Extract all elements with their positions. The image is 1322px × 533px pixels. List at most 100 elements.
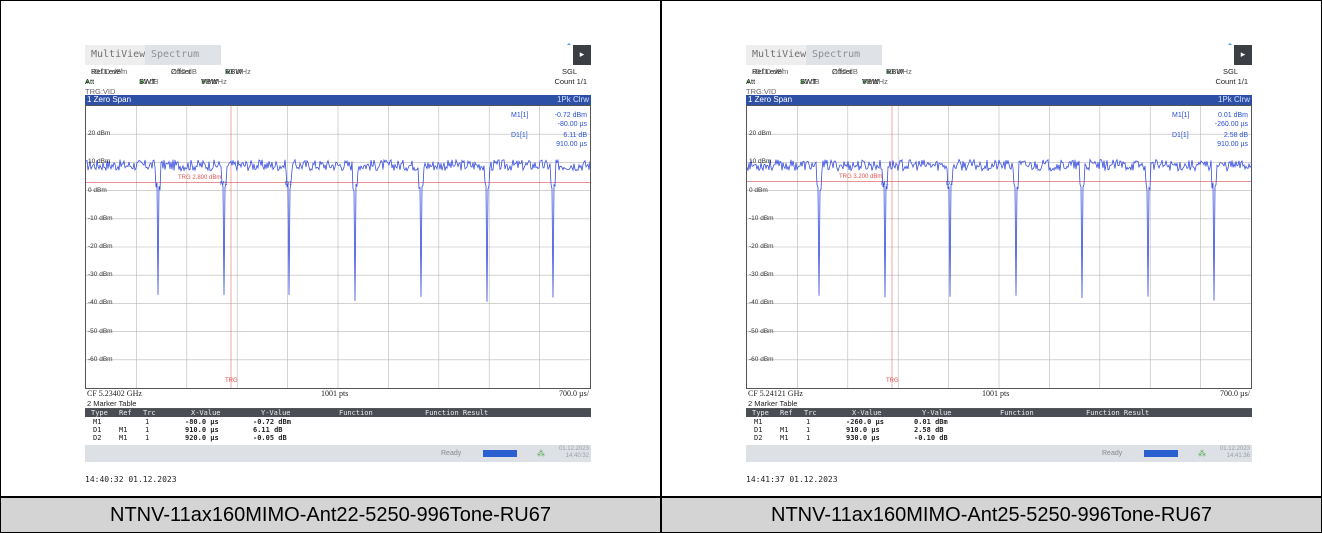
rbw-label: RBW xyxy=(225,67,243,76)
marker-table[interactable]: Type Ref Trc X-Value Y-Value Function Function… xyxy=(85,409,591,445)
y-tick-label: -20 dBm xyxy=(749,243,774,250)
swt-value: 7 ms xyxy=(201,77,218,86)
marker-table-column-header: Type xyxy=(91,409,108,417)
window-title-bar[interactable]: 1 Zero Span 1Pk Clrw xyxy=(85,95,591,105)
status-date: 01.12.2023 xyxy=(1219,446,1250,452)
window-title-bar[interactable]: 1 Zero Span 1Pk Clrw xyxy=(746,95,1252,105)
table-row[interactable]: D1 M1 1 910.0 µs 2.58 dB xyxy=(746,426,1252,434)
marker-table-column-header: Function Result xyxy=(425,409,489,417)
status-bar: Ready ⁂ 01.12.2023 14:41:36 xyxy=(746,445,1252,462)
marker-table-column-header: Y-Value xyxy=(922,409,952,417)
marker-table-column-header: Y-Value xyxy=(261,409,291,417)
att-coupled-dot-icon: ● xyxy=(85,77,90,86)
trace-mode: 1Pk Clrw xyxy=(1217,95,1250,104)
swt-dot-icon: ● xyxy=(800,77,805,86)
marker-table-column-header: X-Value xyxy=(191,409,221,417)
time-per-division: 700.0 µs/ xyxy=(559,389,589,398)
ref-level-value: 30.00 dBm xyxy=(752,67,789,76)
progress-indicator xyxy=(1144,450,1178,457)
att-value: 30 dB xyxy=(800,77,820,86)
y-tick-label: -10 dBm xyxy=(749,214,774,222)
caption-right: NTNV-11ax160MIMO-Ant25-5250-996Tone-RU67 xyxy=(661,497,1322,533)
swt-label: SWT xyxy=(800,77,817,86)
network-icon: ⁂ xyxy=(1198,449,1206,458)
ready-status: Ready xyxy=(441,450,462,457)
tab-spectrum[interactable]: Spectrum xyxy=(145,45,221,65)
table-row[interactable]: D1 M1 1 910.0 µs 6.11 dB xyxy=(85,426,591,434)
table-cell: 2.58 dB xyxy=(914,426,944,434)
marker-readout-label: M1[1] xyxy=(511,112,529,119)
tab-spectrum-label: Spectrum xyxy=(151,49,200,60)
table-cell: M1 xyxy=(93,418,102,426)
table-cell: M1 xyxy=(119,426,128,434)
table-cell: 920.0 µs xyxy=(185,434,219,442)
ref-level-value: 30.00 dBm xyxy=(91,67,128,76)
tab-overflow-arrow-icon[interactable]: ▸ xyxy=(1234,45,1252,65)
caption-left: NTNV-11ax160MIMO-Ant22-5250-996Tone-RU67 xyxy=(0,497,661,533)
zero-span-plot[interactable]: 20 dBm 10 dBm 0 dBm -10 dBm -20 dBm -30 dBm -4… xyxy=(746,105,1252,389)
table-cell: 1 xyxy=(145,434,150,442)
progress-indicator xyxy=(483,450,517,457)
marker-flag[interactable]: M1 xyxy=(881,180,889,187)
tab-spectrum[interactable]: Spectrum xyxy=(806,45,882,65)
marker-readout-time: 910.00 µs xyxy=(556,141,587,148)
y-tick-label: 10 dBm xyxy=(88,158,111,166)
offset-value: 2.00 dB xyxy=(171,67,197,76)
sweep-points: 1001 pts xyxy=(321,389,349,398)
table-cell: -80.0 µs xyxy=(185,418,219,426)
trigger-position-label: TRG xyxy=(225,378,238,384)
marker-table-column-header: Ref xyxy=(119,409,132,417)
offset-value: 2.00 dB xyxy=(832,67,858,76)
vbw-label: VBW xyxy=(201,77,219,86)
settings-header: Ref Level 30.00 dBm Offset 2.00 dB ● RBW… xyxy=(85,65,591,103)
rbw-value: 10 MHz xyxy=(886,67,912,76)
table-row[interactable]: M1 1 -260.0 µs 0.01 dBm xyxy=(746,418,1252,426)
screenshot-cell-left: MultiView * Spectrum ▸ Ref Level 30.00 d… xyxy=(0,0,661,497)
table-cell: -0.72 dBm xyxy=(253,418,291,426)
y-tick-label: 0 dBm xyxy=(749,186,768,194)
table-row[interactable]: D2 M1 1 920.0 µs -0.05 dB xyxy=(85,434,591,442)
swt-dot-icon: ● xyxy=(139,77,144,86)
marker-flag[interactable]: M1 xyxy=(220,180,228,187)
sweep-mode: SGL xyxy=(561,67,577,76)
analyzer-screen-left: MultiView * Spectrum ▸ Ref Level 30.00 d… xyxy=(85,37,591,462)
center-frequency: CF 5.23402 GHz xyxy=(87,389,142,398)
y-tick-label: -30 dBm xyxy=(749,271,774,279)
marker-readout-label: D1[1] xyxy=(511,132,528,139)
marker-table-column-header: X-Value xyxy=(852,409,882,417)
marker-table-column-header: Type xyxy=(752,409,769,417)
zero-span-plot[interactable]: 20 dBm 10 dBm 0 dBm -10 dBm -20 dBm -30 dBm -4… xyxy=(85,105,591,389)
table-cell: 1 xyxy=(806,434,811,442)
status-datetime: 01.12.2023 14:40:32 xyxy=(551,446,589,460)
network-icon: ⁂ xyxy=(537,449,545,458)
att-value: 30 dB xyxy=(139,77,159,86)
y-tick-label: -30 dBm xyxy=(88,271,113,279)
offset-label: Offset xyxy=(171,67,191,76)
tab-overflow-arrow-icon[interactable]: ▸ xyxy=(573,45,591,65)
trigger-level-label: TRG 2.800 dBm xyxy=(178,174,222,181)
swt-label: SWT xyxy=(139,77,156,86)
capture-timestamp: 14:40:32 01.12.2023 xyxy=(85,475,177,484)
screenshot-cell-right: MultiView * Spectrum ▸ Ref Level 30.00 d… xyxy=(661,0,1322,497)
marker-flag[interactable]: D1 xyxy=(285,180,293,187)
analyzer-screen-right: MultiView * Spectrum ▸ Ref Level 30.00 d… xyxy=(746,37,1252,462)
time-per-division: 700.0 µs/ xyxy=(1220,389,1250,398)
marker-flag[interactable]: D1 xyxy=(946,180,954,187)
table-cell: M1 xyxy=(780,434,789,442)
table-cell: M1 xyxy=(780,426,789,434)
y-tick-label: -60 dBm xyxy=(88,355,113,363)
trigger-source: TRG:VID xyxy=(746,87,777,96)
marker-table-column-header: Function xyxy=(339,409,373,417)
marker-table-column-header: Function xyxy=(1000,409,1034,417)
vbw-value: 10 MHz xyxy=(201,77,227,86)
rbw-coupled-dot-icon: ● xyxy=(225,67,230,76)
trigger-level-label: TRG 3.200 dBm xyxy=(839,173,883,180)
table-row[interactable]: M1 1 -80.0 µs -0.72 dBm xyxy=(85,418,591,426)
table-row[interactable]: D2 M1 1 930.0 µs -0.10 dB xyxy=(746,434,1252,442)
tab-multiview-label: MultiView xyxy=(752,49,807,60)
y-tick-label: 0 dBm xyxy=(88,186,107,194)
marker-readout-label: D1[1] xyxy=(1172,132,1189,139)
marker-readout-label: M1[1] xyxy=(1172,112,1190,119)
marker-table[interactable]: Type Ref Trc X-Value Y-Value Function Function… xyxy=(746,409,1252,445)
